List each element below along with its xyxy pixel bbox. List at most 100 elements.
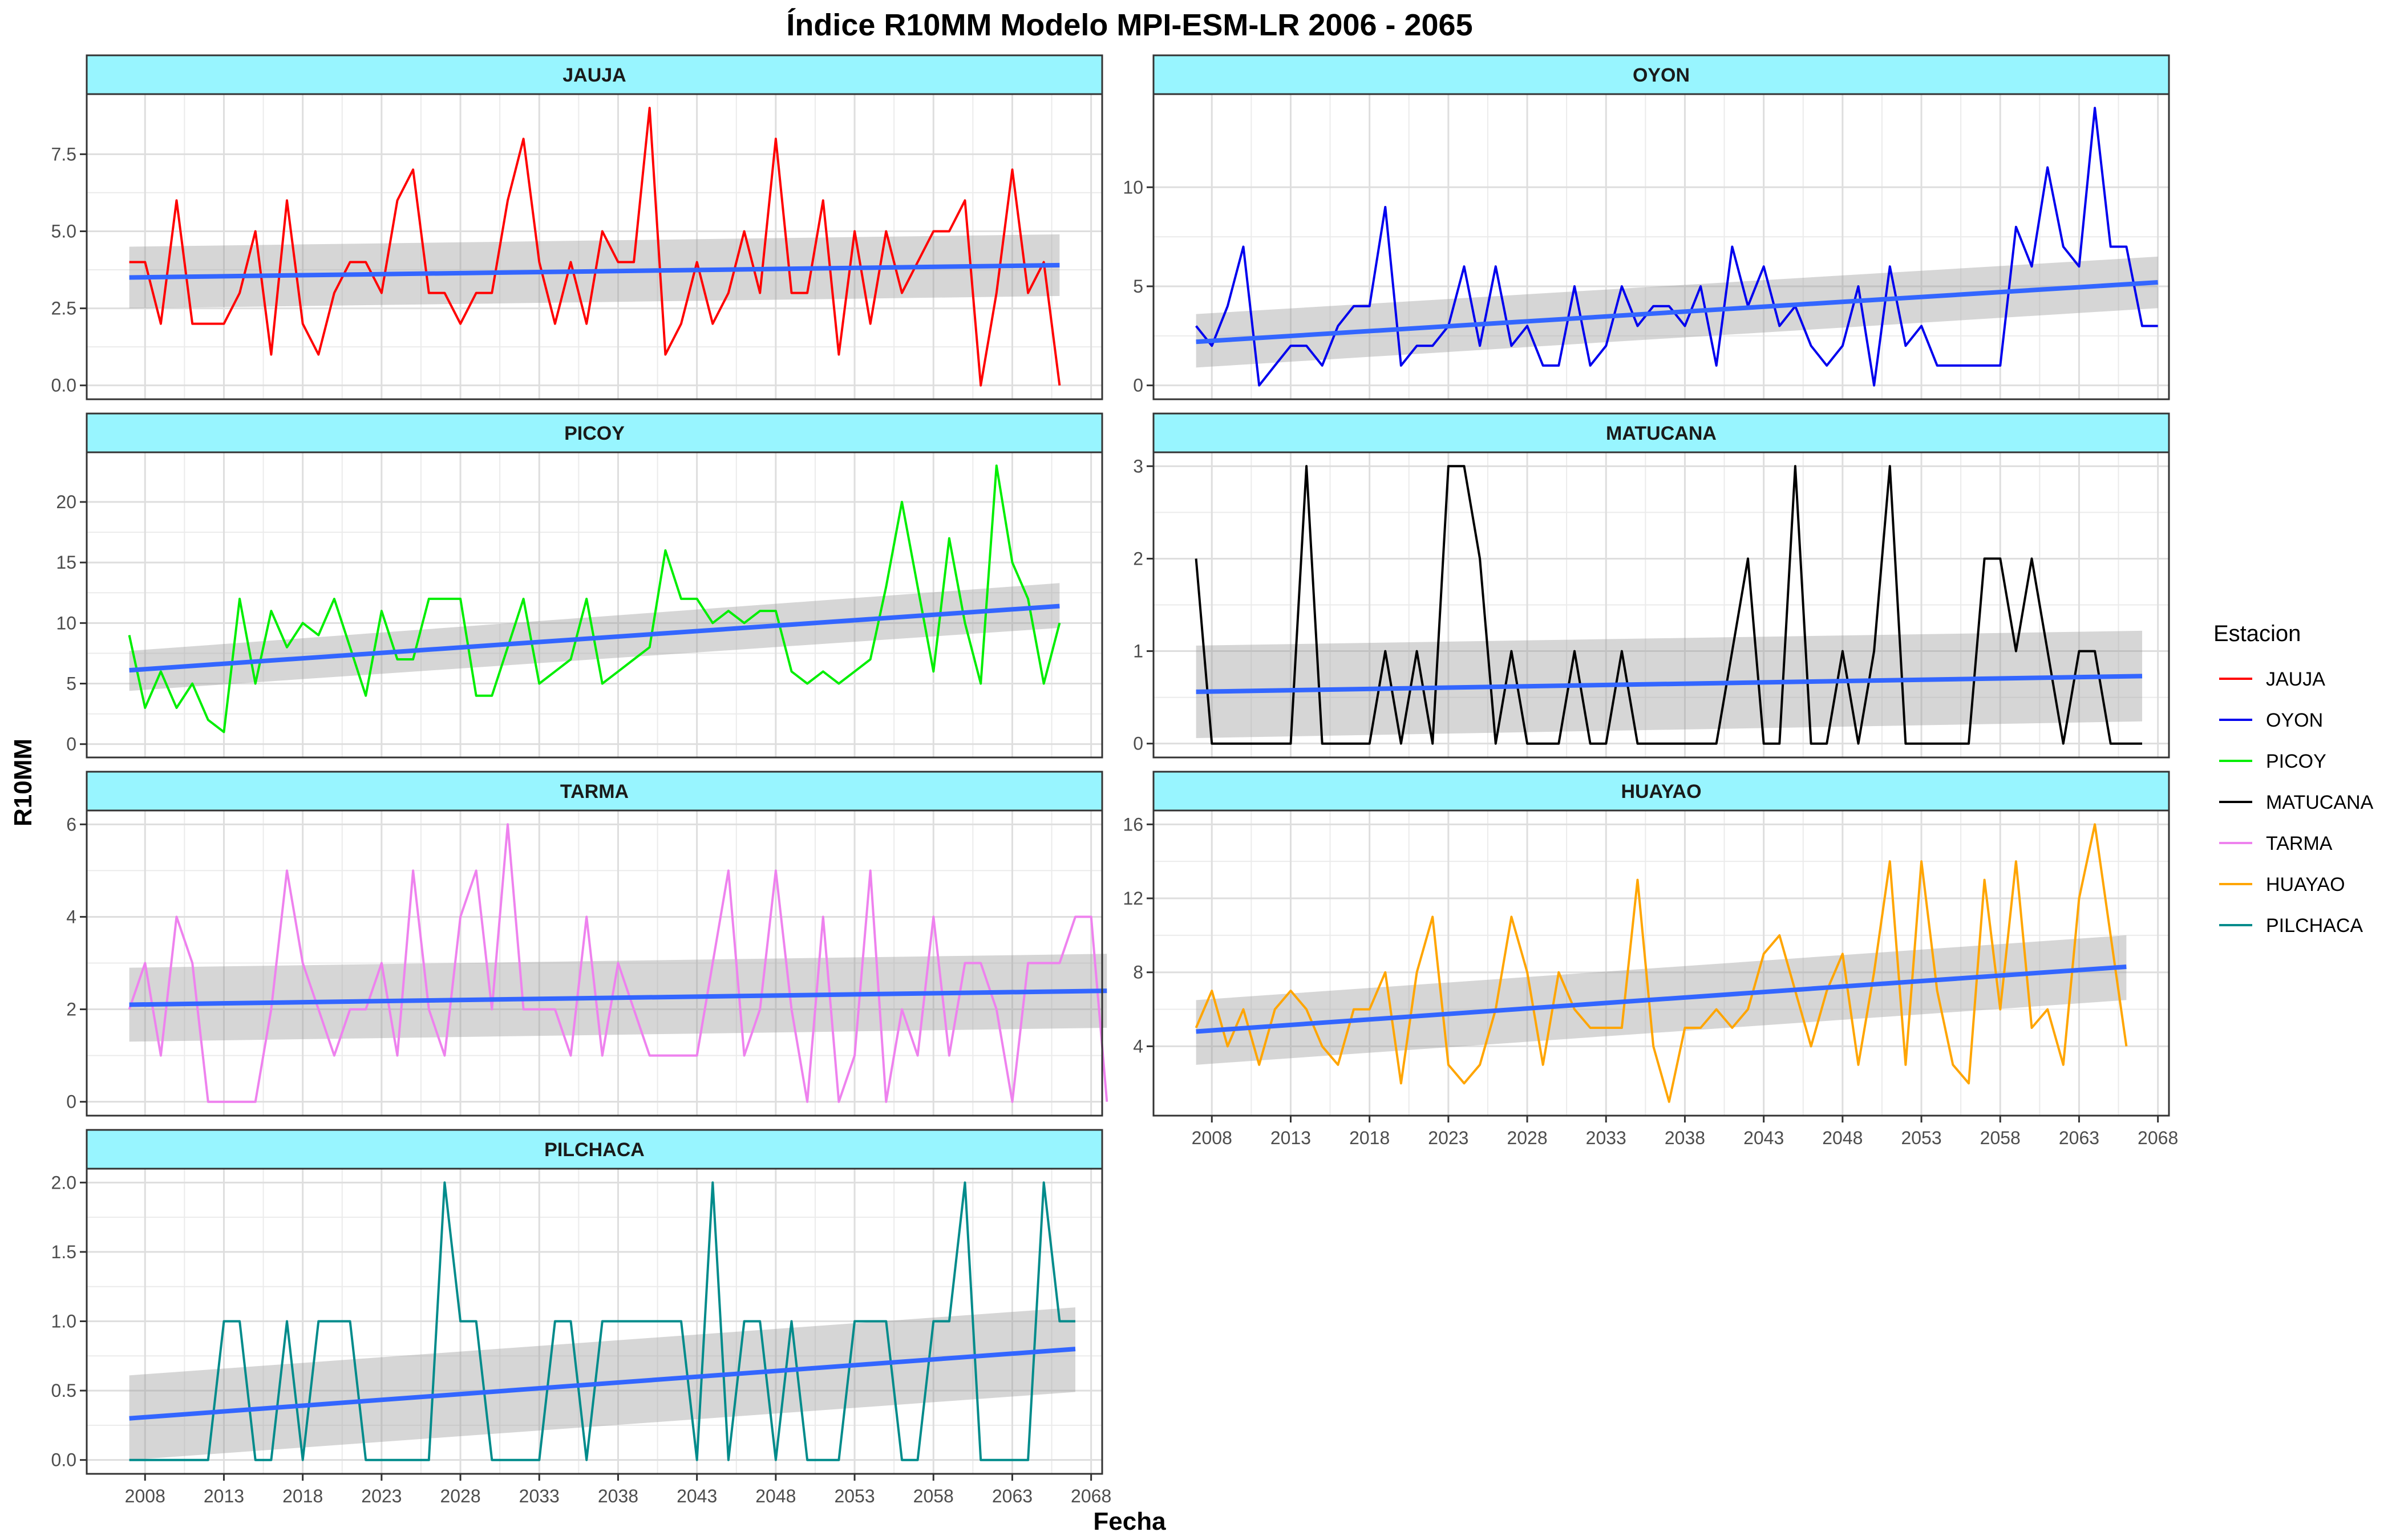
facet-panels: JAUJA0.02.55.07.5OYON0510PICOY05101520MA… [51,54,2178,1506]
y-tick-label: 7.5 [51,144,76,164]
series-line-matucana [1195,465,2142,745]
y-tick-label: 6 [66,814,76,834]
y-tick-label: 10 [1123,177,1143,197]
panel-jauja: JAUJA 0.0 2.5 5.0 7.5 [51,54,1103,400]
strip-label: PILCHACA [544,1139,645,1161]
x-tick-label: 2008 [125,1486,165,1506]
y-tick-label: 8 [1133,962,1143,983]
y-tick-label: 5.0 [51,221,76,241]
x-tick-label: 2068 [1071,1486,1111,1506]
y-tick-label: 1.0 [51,1311,76,1332]
x-tick-label: 2028 [1507,1128,1547,1148]
series-line-tarma [128,823,1108,1103]
panel-huayao: HUAYAO 4 8 12 16 2008 2013 2018 2023 2028 2033 2038… [1123,771,2178,1148]
legend-item-tarma: TARMA [2219,833,2333,854]
legend-item-huayao: HUAYAO [2219,874,2345,895]
trend-line [129,1347,1076,1421]
y-axis-title: R10MM [9,739,37,826]
x-tick-label: 2013 [1270,1128,1311,1148]
y-tick-label: 3 [1133,456,1143,476]
strip-oyon [1152,54,2170,95]
x-tick-label: 2023 [361,1486,402,1506]
legend-label: TARMA [2266,833,2333,854]
legend-label: HUAYAO [2266,874,2345,895]
x-axis-title: Fecha [1093,1507,1166,1535]
strip-label: HUAYAO [1621,781,1701,803]
panel-tarma: TARMA 0 2 4 6 [66,771,1108,1117]
y-tick-label: 5 [66,673,76,694]
x-tick-label: 2048 [755,1486,796,1506]
strip-pilchaca [86,1129,1103,1170]
strip-label: PICOY [564,423,625,444]
strip-tarma [86,771,1103,812]
legend-item-picoy: PICOY [2219,751,2326,772]
trend-line [1196,280,2158,345]
x-tick-label: 2058 [913,1486,954,1506]
y-tick-label: 0.0 [51,1450,76,1470]
legend-item-oyon: OYON [2219,710,2323,731]
legend-item-matucana: MATUCANA [2219,792,2374,813]
x-tick-label: 2033 [519,1486,560,1506]
strip-matucana [1152,412,2170,453]
series-line-jauja [129,107,1061,387]
x-tick-label: 2013 [204,1486,244,1506]
x-tick-label: 2058 [1980,1128,2021,1148]
series-line-oyon [1195,107,2158,387]
trend-line [129,262,1060,280]
y-tick-label: 1.5 [51,1242,76,1262]
legend-item-jauja: JAUJA [2219,668,2325,690]
legend-items: JAUJA OYON PICOY MATUCANA TARMA HUAYAO PILCHAC… [2219,668,2374,937]
y-tick-label: 4 [66,906,76,927]
y-tick-label: 12 [1123,888,1143,909]
strip-label: OYON [1633,64,1690,86]
y-tick-label: 4 [1133,1036,1143,1056]
y-tick-label: 1 [1133,641,1143,662]
legend-item-pilchaca: PILCHACA [2219,915,2363,937]
x-tick-label: 2018 [1349,1128,1390,1148]
x-tick-label: 2063 [992,1486,1033,1506]
legend: Estacion JAUJA OYON PICOY MATUCANA TARMA HUAY… [2213,621,2374,937]
y-tick-label: 0 [66,1092,76,1112]
legend-label: OYON [2266,710,2323,731]
x-tick-label: 2033 [1586,1128,1626,1148]
strip-label: JAUJA [562,64,626,86]
x-tick-label: 2008 [1192,1128,1232,1148]
legend-label: PILCHACA [2266,915,2363,937]
y-tick-label: 0 [66,734,76,755]
strip-label: TARMA [560,781,629,803]
x-tick-label: 2043 [677,1486,717,1506]
trend-line [129,988,1107,1007]
x-tick-label: 2038 [598,1486,638,1506]
panel-picoy: PICOY 0 5 10 15 20 [56,412,1103,759]
x-tick-label: 2053 [1901,1128,1941,1148]
y-tick-label: 20 [56,492,76,512]
y-tick-label: 2.0 [51,1172,76,1193]
trend-line [1196,674,2143,694]
x-tick-label: 2068 [2138,1128,2178,1148]
y-tick-label: 0.5 [51,1380,76,1401]
legend-label: JAUJA [2266,668,2325,690]
panel-matucana: MATUCANA 0 1 2 3 [1133,412,2170,759]
y-tick-label: 0 [1133,375,1143,396]
strip-huayao [1152,771,2170,812]
legend-title: Estacion [2213,621,2301,646]
trend-line [129,603,1060,673]
chart-title: Índice R10MM Modelo MPI-ESM-LR 2006 - 20… [786,8,1472,42]
series-line-pilchaca [129,1181,1075,1461]
x-tick-label: 2048 [1822,1128,1863,1148]
legend-label: PICOY [2266,751,2326,772]
x-tick-label: 2028 [440,1486,480,1506]
y-tick-label: 0 [1133,733,1143,754]
y-tick-label: 2 [1133,548,1143,569]
x-tick-label: 2023 [1428,1128,1468,1148]
x-tick-label: 2043 [1743,1128,1784,1148]
y-tick-label: 2 [66,999,76,1020]
y-tick-label: 10 [56,613,76,633]
legend-label: MATUCANA [2266,792,2374,813]
y-tick-label: 15 [56,552,76,573]
y-tick-label: 16 [1123,814,1143,834]
panel-pilchaca: PILCHACA 0.0 0.5 1.0 1.5 2.0 2008 2013 2018 2023 2… [51,1129,1111,1506]
x-tick-label: 2053 [834,1486,875,1506]
